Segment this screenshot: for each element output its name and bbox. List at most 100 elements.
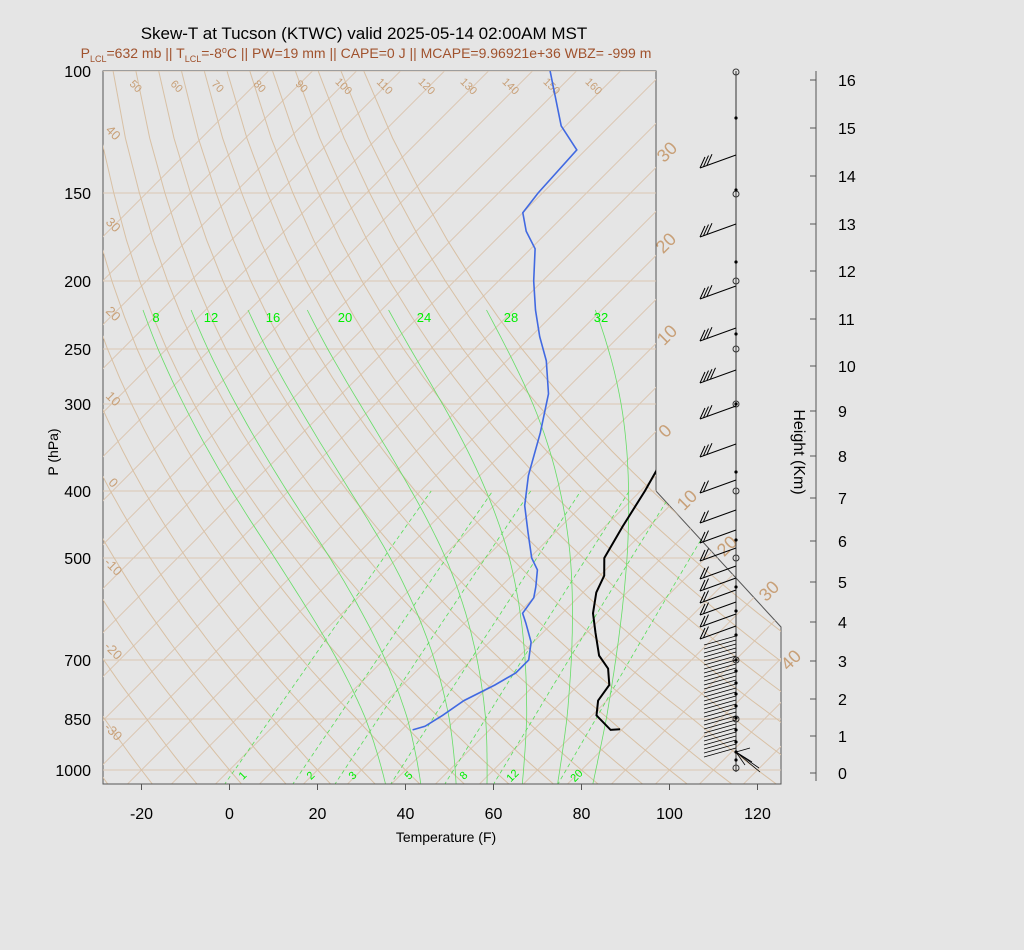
x-tick-label: 80 <box>573 806 591 823</box>
barb-feather <box>703 224 709 236</box>
barb-shaft <box>699 547 737 562</box>
surface-wind-barb <box>735 751 761 773</box>
mixing-ratio-label: 32 <box>594 310 608 325</box>
isotherm-line <box>347 71 781 784</box>
height-tick-label: 6 <box>838 534 847 551</box>
isotherm-line <box>103 71 269 784</box>
wind-barb <box>703 683 737 694</box>
barb-feather <box>699 371 706 384</box>
mixing-ratio-label: 28 <box>504 310 518 325</box>
isotherm-line <box>171 71 781 784</box>
pressure-tick-label: 700 <box>64 653 91 670</box>
height-tick-label: 10 <box>838 359 856 376</box>
barb-shaft <box>699 625 737 640</box>
barb-feather <box>699 225 706 238</box>
height-tick-label: 2 <box>838 692 847 709</box>
barb-feather <box>699 156 706 169</box>
barb-shaft <box>699 223 737 238</box>
barb-feather <box>703 602 709 614</box>
wind-barb <box>703 663 737 674</box>
chart-title: Skew-T at Tucson (KTWC) valid 2025-05-14… <box>141 24 588 43</box>
barb-point <box>734 633 738 637</box>
barb-feather <box>703 370 709 382</box>
chart-subtitle: PLCL=632 mb || TLCL=-8oC || PW=19 mm || … <box>81 45 652 64</box>
mixing-ratio-label: 16 <box>266 310 280 325</box>
barb-feather <box>703 155 709 167</box>
wind-barb <box>703 643 737 654</box>
standard-level-marker <box>732 345 740 353</box>
surface-wind-barb <box>735 751 746 766</box>
barb-feather <box>699 579 706 592</box>
height-tick-label: 7 <box>838 491 847 508</box>
isotherm-line <box>103 71 753 784</box>
wind-barb <box>703 647 737 658</box>
barb-feather <box>703 530 709 542</box>
barb-point <box>734 260 738 264</box>
height-tick-label: 1 <box>838 729 847 746</box>
dry-adiabat-line <box>272 71 781 784</box>
wind-barb <box>699 404 737 420</box>
barb-feather <box>699 445 706 458</box>
barb-point <box>734 669 738 673</box>
isotherm-label: 0 <box>654 420 675 441</box>
mixing-ratio-label: 5 <box>403 770 416 783</box>
dry-adiabat-line <box>181 71 690 784</box>
height-tick-label: 9 <box>838 404 847 421</box>
wind-barb <box>703 667 737 678</box>
barb-point <box>734 681 738 685</box>
barb-point <box>734 692 738 696</box>
standard-level-marker <box>732 656 740 664</box>
wind-barbs <box>699 68 761 773</box>
barb-feather <box>699 549 706 562</box>
isotherm-line <box>103 71 533 784</box>
dry-adiabat-line <box>340 71 781 784</box>
barb-feather <box>699 481 706 494</box>
barb-shaft <box>699 509 737 524</box>
isotherm-label: 0 <box>105 475 121 491</box>
pressure-tick-label: 850 <box>64 712 91 729</box>
barb-feather <box>710 367 716 380</box>
dry-adiabat-line <box>103 71 243 784</box>
height-tick-label: 15 <box>838 121 856 138</box>
wind-barb <box>703 715 737 726</box>
wind-barb <box>703 739 737 750</box>
x-tick-label: 60 <box>485 806 503 823</box>
isotherm-line <box>743 71 781 784</box>
wind-barb <box>699 153 737 169</box>
barb-feather <box>703 480 709 492</box>
barb-shaft <box>699 577 737 592</box>
moist-adiabat-line <box>190 309 422 784</box>
dry-adiabat-line <box>103 71 154 784</box>
plot-frame <box>102 70 782 785</box>
wind-barb <box>703 655 737 666</box>
pressure-tick-label: 400 <box>64 484 91 501</box>
height-tick-label: 3 <box>838 654 847 671</box>
x-tick-label: 100 <box>656 806 683 823</box>
dry-adiabat-line <box>135 71 600 784</box>
isotherm-label: -20 <box>101 639 125 663</box>
barb-point <box>734 538 738 542</box>
mixing-ratio-line <box>492 490 674 784</box>
barb-feather <box>703 286 709 298</box>
wind-barb <box>703 747 737 758</box>
mixing-ratio-label: 24 <box>417 310 431 325</box>
barb-shaft <box>699 405 737 420</box>
barb-feather <box>699 511 706 524</box>
moist-adiabat-line <box>592 309 630 784</box>
isotherm-line <box>103 71 445 784</box>
mixing-ratio-line <box>291 490 494 784</box>
barb-shaft <box>699 443 737 458</box>
wind-barb <box>699 529 737 544</box>
dry-adiabat-label: 60 <box>168 78 185 95</box>
pressure-tick-label: 150 <box>64 186 91 203</box>
x-tick-label: 120 <box>744 806 771 823</box>
wind-barb <box>699 222 737 238</box>
barb-feather <box>699 615 706 628</box>
dry-adiabat-label: 70 <box>209 78 226 95</box>
wind-barb <box>703 679 737 690</box>
standard-level-marker <box>732 554 740 562</box>
isotherm-label: 10 <box>673 486 701 514</box>
x-tick-label: 0 <box>225 806 234 823</box>
dry-adiabat-label: 90 <box>293 78 310 95</box>
barb-feather <box>703 406 709 418</box>
